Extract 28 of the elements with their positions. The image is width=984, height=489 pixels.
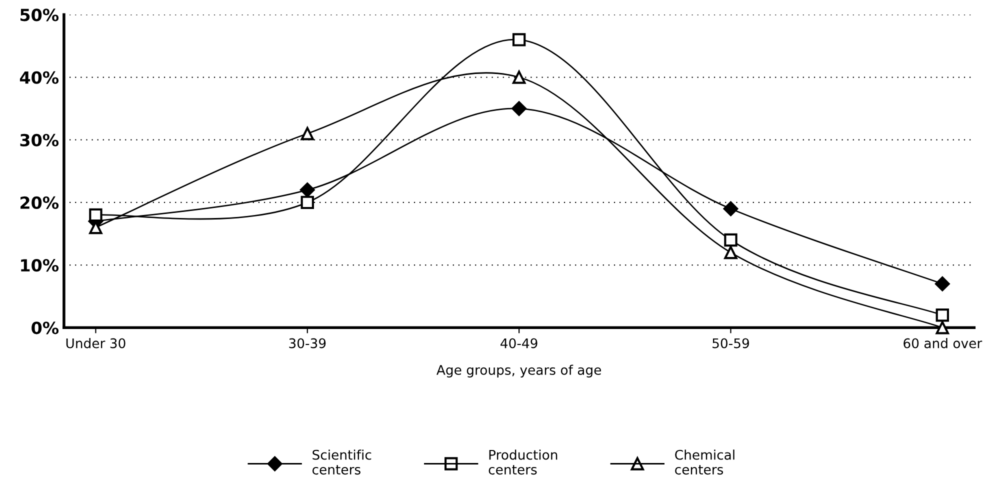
y-tick-label: 0% bbox=[32, 322, 59, 334]
point bbox=[511, 100, 527, 116]
y-tick-label: 10% bbox=[21, 259, 59, 272]
y-tick-label: 40% bbox=[20, 71, 59, 84]
point bbox=[300, 196, 314, 210]
point bbox=[724, 233, 738, 247]
point bbox=[936, 321, 950, 334]
x-tick-label: Under 30 bbox=[66, 338, 126, 348]
x-tick-label: 60 and over bbox=[904, 338, 982, 348]
legend-label: Production centers bbox=[488, 450, 558, 475]
legend-label: Scientific centers bbox=[312, 450, 372, 475]
point bbox=[512, 33, 526, 46]
y-tick-label: 50% bbox=[20, 8, 59, 22]
legend-label: Chemical centers bbox=[675, 450, 734, 475]
y-tick-label: 30% bbox=[20, 134, 59, 146]
point bbox=[300, 126, 314, 140]
x-axis-title: Age groups, years of age bbox=[436, 364, 601, 378]
y-tick-label: 20% bbox=[20, 196, 59, 210]
x-tick-label: 50-59 bbox=[712, 338, 749, 348]
x-tick-label: 30-39 bbox=[289, 338, 326, 348]
point bbox=[934, 276, 950, 292]
x-tick-label: 40-49 bbox=[500, 338, 538, 348]
point bbox=[936, 308, 950, 322]
point bbox=[512, 70, 526, 84]
point bbox=[723, 201, 738, 216]
point bbox=[89, 208, 102, 222]
point bbox=[724, 246, 738, 260]
point bbox=[300, 182, 315, 198]
